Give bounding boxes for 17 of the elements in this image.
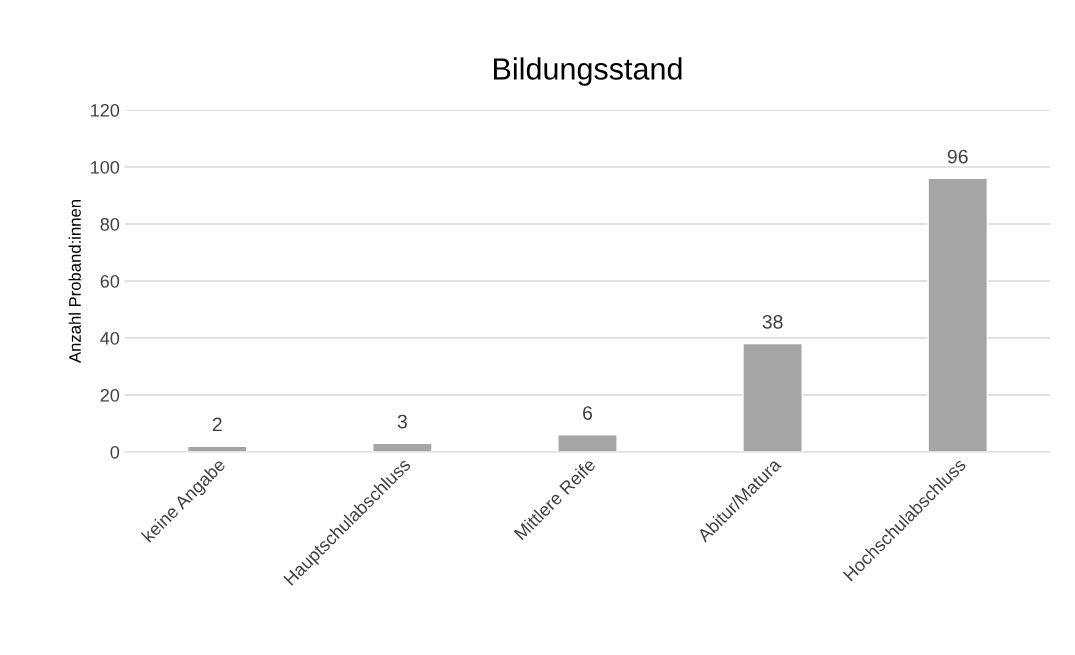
data-label: 6 — [583, 406, 593, 420]
y-tick-label: 80 — [100, 217, 120, 231]
bar — [927, 177, 989, 452]
y-tick-label: 100 — [91, 160, 120, 174]
data-label: 2 — [212, 417, 222, 432]
y-tick-label: 0 — [110, 445, 120, 459]
y-tick-label: 20 — [100, 388, 120, 402]
y-tick-label: 120 — [91, 103, 120, 117]
data-label: 38 — [762, 314, 783, 329]
data-label: 96 — [947, 149, 968, 164]
chart-title: Bildungsstand — [494, 57, 682, 86]
y-tick-label: 60 — [100, 274, 120, 288]
bar — [742, 342, 803, 452]
bar — [557, 434, 618, 452]
y-axis-title: Anzahl Proband:innen — [68, 200, 81, 363]
data-label: 3 — [397, 414, 407, 429]
y-tick-label: 40 — [100, 331, 120, 345]
